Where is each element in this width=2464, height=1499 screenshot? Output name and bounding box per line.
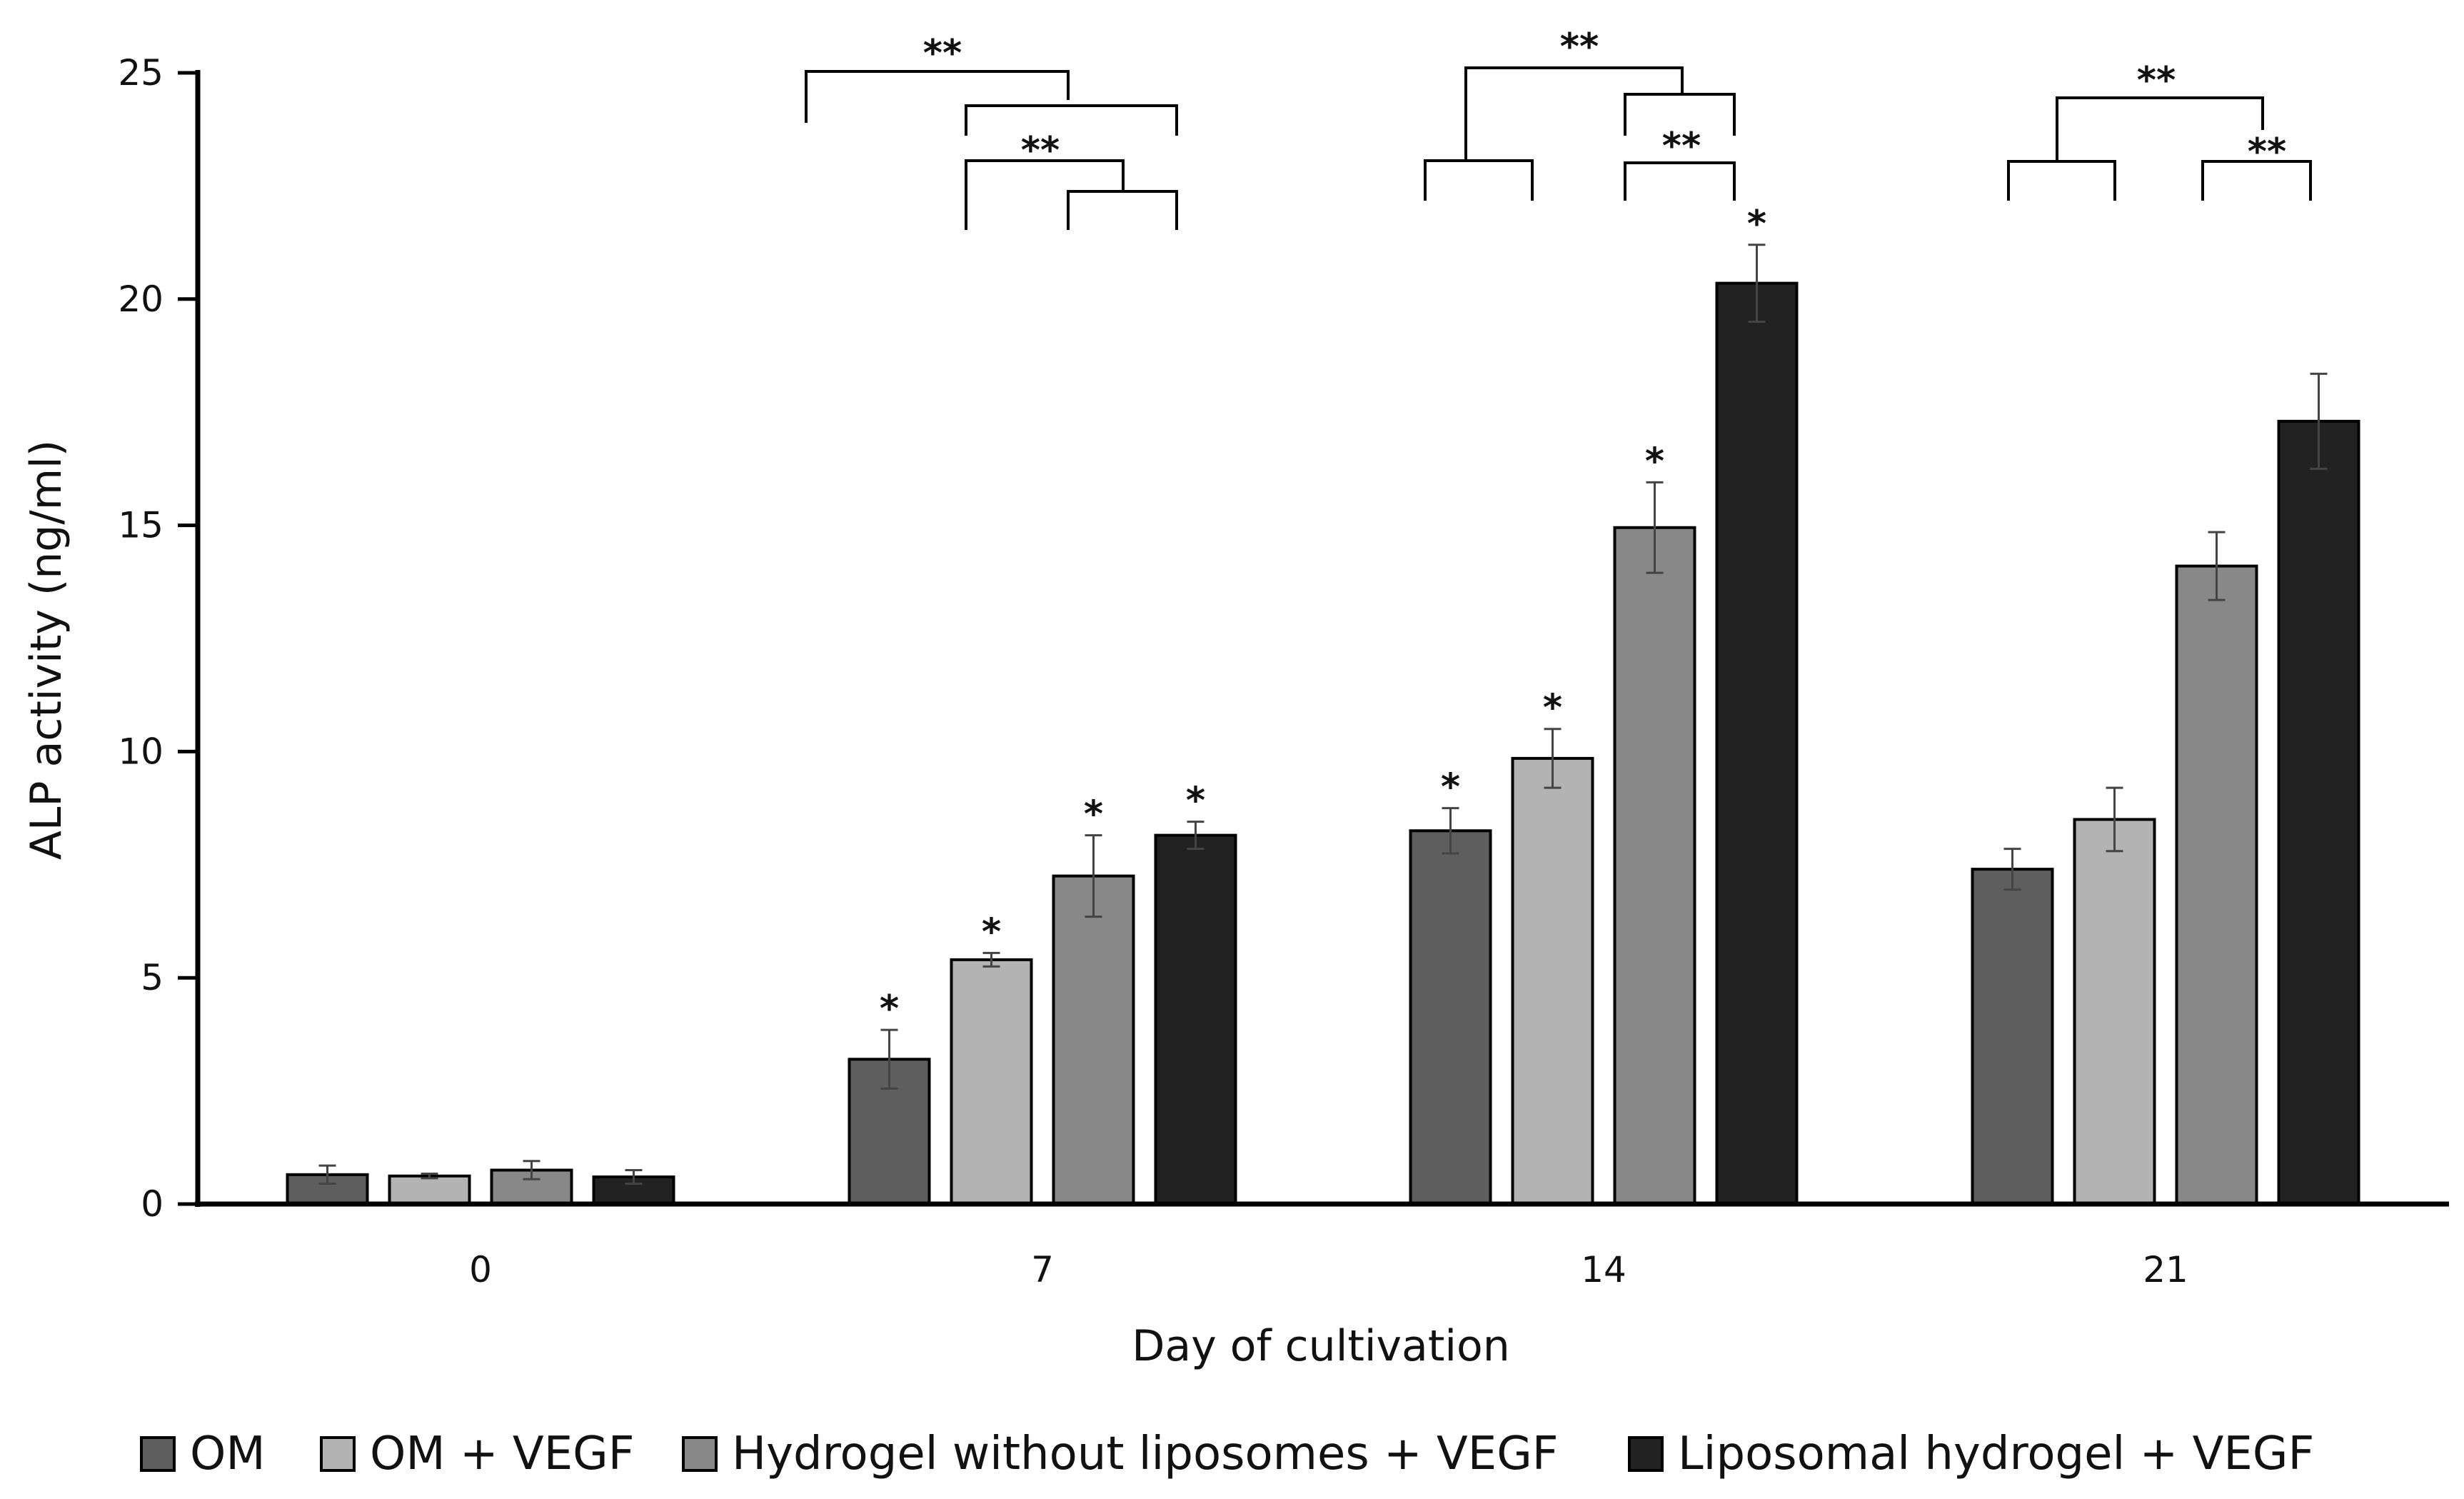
x-axis-title: Day of cultivation [1132,1321,1510,1371]
significance-bracket [2056,96,2264,161]
y-tick-label: 5 [141,957,164,998]
legend-swatch [320,1436,356,1472]
x-tick-label: 7 [1031,1249,1054,1290]
significance-bracket-label: ** [1662,125,1701,168]
bar [1715,281,1799,1205]
bar [1154,833,1237,1205]
significance-star: * [982,911,1001,953]
significance-bracket [2007,160,2116,201]
legend-label: Liposomal hydrogel + VEGF [1678,1428,2314,1480]
y-tick-label: 0 [141,1183,164,1225]
significance-star: * [1084,793,1103,836]
x-tick-label: 14 [1581,1249,1626,1290]
significance-bracket [965,159,1125,230]
y-axis-title: ALP activity (ng/ml) [21,440,71,860]
legend-swatch [1628,1436,1664,1472]
bar [592,1175,675,1206]
bar [1409,829,1492,1205]
y-tick-label: 20 [118,279,164,320]
significance-bracket [1624,93,1736,136]
significance-star: * [1645,440,1664,483]
error-bars-layer [318,244,2328,1185]
legend-label: OM + VEGF [370,1428,635,1480]
bar [388,1174,471,1205]
bar [1971,868,2054,1205]
significance-star: * [1441,766,1460,809]
x-ticks-layer: 0 7 14 21 [469,1249,2188,1290]
significance-bracket-label: ** [1560,26,1599,69]
legend-label: Hydrogel without liposomes + VEGF [732,1428,1559,1480]
bar [1052,874,1135,1205]
x-tick-label: 0 [469,1249,492,1290]
y-ticks-layer: 0 5 10 15 20 25 [118,52,198,1225]
significance-bracket [1067,190,1178,230]
significance-brackets-layer: ** ** ** ** ** ** [805,26,2312,230]
bar [2175,564,2258,1205]
significance-bracket [1464,66,1684,161]
axes-layer [195,70,2449,1207]
legend-label: OM [190,1428,266,1480]
significance-bracket-label: ** [1021,129,1060,172]
legend-swatch [140,1436,176,1472]
legend-swatch [682,1436,718,1472]
significance-bracket [965,104,1178,136]
bar [1511,756,1594,1206]
legend: OM OM + VEGF Hydrogel without liposomes + … [140,1428,2314,1480]
significance-star: * [880,988,899,1031]
significance-star: * [1747,203,1766,246]
significance-bracket [805,70,1070,123]
significance-bracket-label: ** [2248,131,2286,174]
bars-layer [286,281,2360,1206]
bar [950,958,1033,1205]
significance-stars-layer: * * * * * * * * [880,203,1766,1031]
x-tick-label: 21 [2143,1249,2188,1290]
y-tick-label: 15 [118,505,164,546]
bar [1613,526,1696,1205]
bar [2277,419,2360,1206]
significance-bracket [1424,159,1534,201]
significance-star: * [1186,780,1205,823]
significance-bracket-label: ** [923,32,962,75]
bar [2073,818,2156,1205]
significance-star: * [1543,687,1562,730]
significance-bracket-label: ** [2137,59,2176,102]
significance-bracket [2201,160,2312,201]
y-tick-label: 10 [118,731,164,772]
significance-bracket [1624,161,1736,201]
y-tick-label: 25 [118,52,164,94]
